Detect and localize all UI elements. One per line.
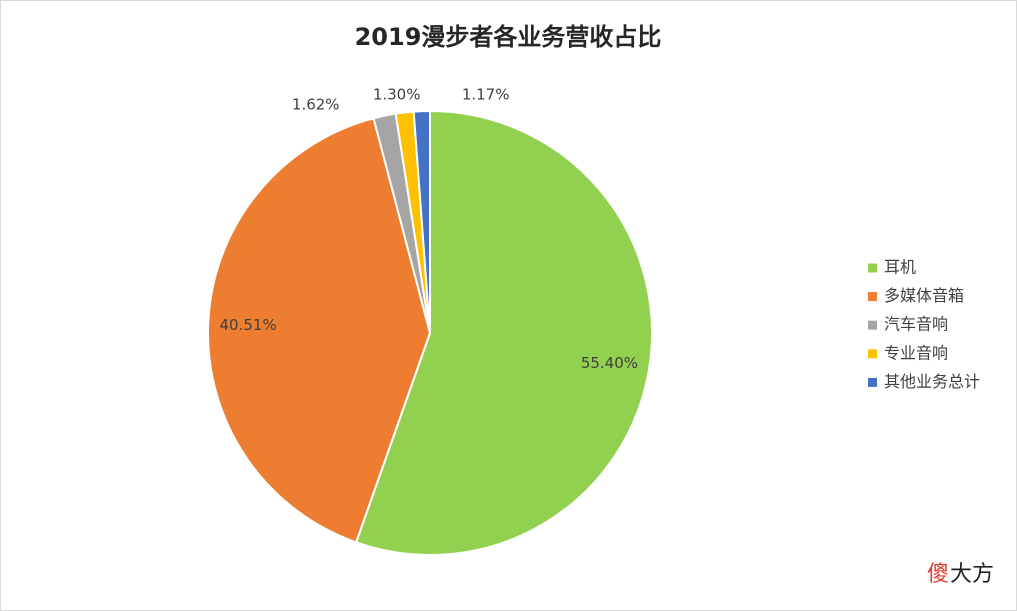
chart-title: 2019漫步者各业务营收占比 — [355, 23, 662, 51]
watermark-rest: 大方 — [950, 562, 994, 587]
legend-label: 耳机 — [884, 258, 916, 277]
data-label: 1.62% — [292, 96, 340, 114]
legend-swatch — [868, 292, 877, 302]
data-label: 1.17% — [462, 86, 510, 104]
legend-swatch — [868, 349, 877, 359]
data-label: 55.40% — [581, 354, 638, 372]
legend-label: 专业音响 — [884, 343, 948, 362]
legend-swatch — [868, 377, 877, 387]
data-label: 40.51% — [220, 316, 277, 334]
pie-slice — [207, 117, 432, 544]
data-label: 1.30% — [373, 86, 421, 104]
watermark-accent: 傻 — [927, 562, 949, 587]
legend-swatch — [868, 320, 877, 330]
legend-label: 汽车音响 — [884, 315, 948, 334]
pie-slice — [412, 109, 431, 334]
legend-label: 其他业务总计 — [884, 372, 980, 391]
legend-swatch — [868, 263, 877, 273]
legend-label: 多媒体音箱 — [884, 286, 964, 305]
